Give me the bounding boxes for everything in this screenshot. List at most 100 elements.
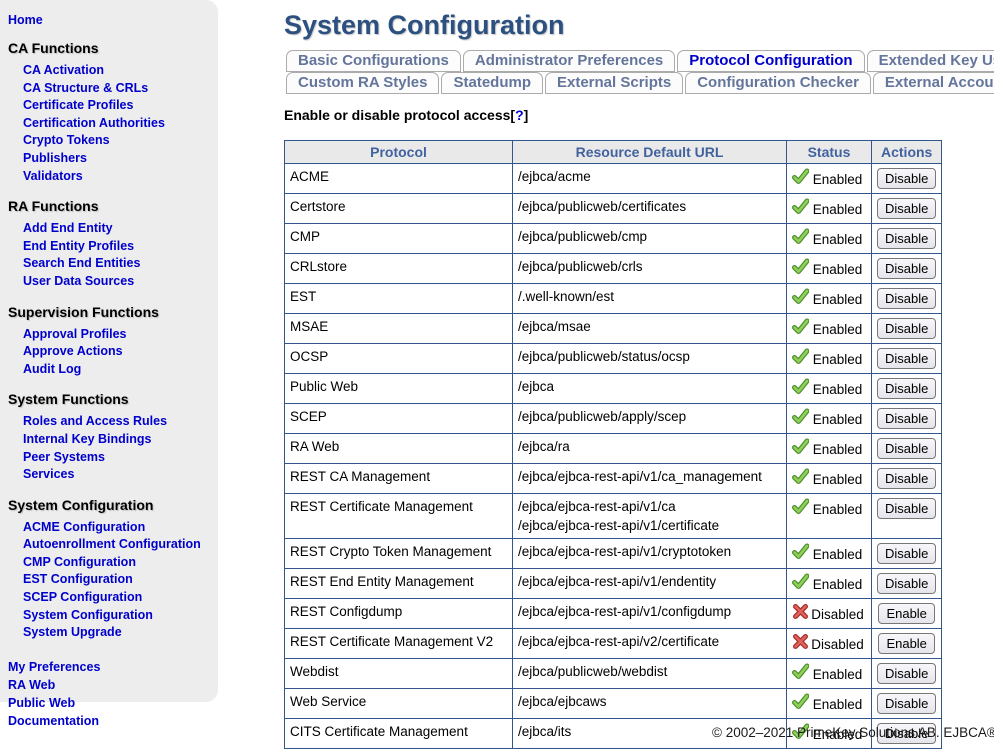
status-label: Enabled [812, 696, 863, 712]
status-cell: Enabled [786, 658, 872, 689]
resource-url-cell: /ejbca/ejbca-rest-api/v1/ca_management [512, 463, 787, 494]
help-link[interactable]: ? [515, 107, 524, 123]
enable-button[interactable]: Enable [878, 633, 935, 654]
sidebar-item-peer-systems[interactable]: Peer Systems [23, 449, 106, 464]
actions-cell: Disable [870, 163, 943, 194]
table-row: MSAE /ejbca/msae Enabled Disable [284, 313, 943, 344]
status-label: Enabled [812, 231, 863, 247]
sidebar-item-system-configuration[interactable]: System Configuration [23, 607, 153, 622]
tab-custom-ra-styles[interactable]: Custom RA Styles [286, 72, 440, 94]
status-label: Enabled [812, 351, 863, 367]
sidebar-item-ra-web[interactable]: RA Web [8, 677, 56, 692]
sidebar-item-internal-key-bindings[interactable]: Internal Key Bindings [23, 431, 152, 446]
status-icon-slot [792, 498, 810, 520]
enable-button[interactable]: Enable [878, 603, 935, 624]
resource-url: /ejbca/ejbca-rest-api/v1/ca [518, 499, 676, 514]
tab-extended-key-usages[interactable]: Extended Key Usages [866, 50, 994, 72]
status-cell: Enabled [786, 343, 872, 374]
status-label: Disabled [811, 606, 864, 622]
actions-cell: Enable [870, 598, 943, 629]
tab-configuration-checker[interactable]: Configuration Checker [685, 72, 871, 94]
sidebar-section-title: RA Functions [8, 198, 99, 215]
actions-cell: Disable [870, 658, 943, 689]
sidebar-item-documentation[interactable]: Documentation [8, 713, 99, 728]
sidebar-item-search-end-entities[interactable]: Search End Entities [23, 256, 141, 271]
disable-button[interactable]: Disable [877, 378, 937, 399]
disable-button[interactable]: Disable [877, 468, 937, 489]
tab-basic-configurations[interactable]: Basic Configurations [286, 50, 461, 72]
disable-button[interactable]: Disable [877, 228, 937, 249]
sidebar-item-services[interactable]: Services [23, 467, 75, 482]
status-cell: Enabled [786, 403, 872, 434]
status-label: Enabled [812, 501, 863, 517]
tab-administrator-preferences[interactable]: Administrator Preferences [462, 50, 676, 72]
disable-button[interactable]: Disable [877, 258, 937, 279]
status-cell: Disabled [786, 628, 872, 659]
sidebar-item-home[interactable]: Home [8, 13, 43, 27]
sidebar-item-ca-structure-crls[interactable]: CA Structure & CRLs [23, 80, 149, 95]
sidebar-item-ca-activation[interactable]: CA Activation [23, 63, 105, 77]
status-icon-slot [792, 633, 809, 655]
sidebar-section: CA Functions CA Activation CA Structure &… [8, 40, 210, 185]
disable-button[interactable]: Disable [877, 723, 937, 744]
status-icon-slot [792, 288, 810, 310]
sidebar-item-autoenrollment-configuration[interactable]: Autoenrollment Configuration [23, 537, 201, 552]
sidebar-item-user-data-sources[interactable]: User Data Sources [23, 273, 135, 288]
disable-button[interactable]: Disable [877, 543, 937, 564]
sidebar-item-system-upgrade[interactable]: System Upgrade [23, 625, 122, 640]
disable-button[interactable]: Disable [877, 318, 937, 339]
sidebar-section-items: CA Activation CA Structure & CRLs Certific… [23, 62, 210, 185]
resource-url: /ejbca/publicweb/apply/scep [518, 409, 687, 424]
column-header-protocol: Protocol [284, 140, 513, 164]
section-heading-text: Enable or disable protocol access [284, 107, 511, 123]
protocol-cell: REST Certificate Management [284, 493, 513, 539]
sidebar-item-scep-configuration[interactable]: SCEP Configuration [23, 590, 143, 605]
sidebar-item-certificate-profiles[interactable]: Certificate Profiles [23, 98, 134, 113]
enabled-check-icon [792, 228, 810, 244]
protocol-cell: REST Certificate Management V2 [284, 628, 513, 659]
sidebar-item-certification-authorities[interactable]: Certification Authorities [23, 115, 165, 130]
enabled-check-icon [792, 693, 810, 709]
status-label: Enabled [812, 261, 863, 277]
sidebar-item-audit-log[interactable]: Audit Log [23, 361, 82, 376]
actions-cell: Disable [870, 343, 943, 374]
disable-button[interactable]: Disable [877, 408, 937, 429]
disable-button[interactable]: Disable [877, 198, 937, 219]
sidebar-item-est-configuration[interactable]: EST Configuration [23, 572, 133, 587]
protocol-cell: CRLstore [284, 253, 513, 284]
table-row: CRLstore /ejbca/publicweb/crls Enabled D… [284, 253, 943, 284]
resource-url-cell: /ejbca/publicweb/webdist [512, 658, 787, 689]
status-cell: Enabled [786, 373, 872, 404]
status-cell: Disabled [786, 598, 872, 629]
sidebar-item-acme-configuration[interactable]: ACME Configuration [23, 519, 146, 534]
sidebar-item-crypto-tokens[interactable]: Crypto Tokens [23, 133, 110, 148]
tab-external-scripts[interactable]: External Scripts [545, 72, 684, 94]
sidebar-item-cmp-configuration[interactable]: CMP Configuration [23, 554, 136, 569]
disable-button[interactable]: Disable [877, 288, 937, 309]
sidebar-item-public-web[interactable]: Public Web [8, 695, 76, 710]
sidebar-item-publishers[interactable]: Publishers [23, 150, 87, 165]
sidebar-item-approval-profiles[interactable]: Approval Profiles [23, 326, 127, 341]
table-row: CMP /ejbca/publicweb/cmp Enabled Disable [284, 223, 943, 254]
disable-button[interactable]: Disable [877, 663, 937, 684]
sidebar-item-end-entity-profiles[interactable]: End Entity Profiles [23, 238, 135, 253]
sidebar-item-add-end-entity[interactable]: Add End Entity [23, 221, 113, 236]
status-cell: Enabled [786, 493, 872, 539]
sidebar-item-my-preferences[interactable]: My Preferences [8, 659, 101, 674]
tab-statedump[interactable]: Statedump [441, 72, 543, 94]
disable-button[interactable]: Disable [877, 348, 937, 369]
status-cell: Enabled [786, 193, 872, 224]
sidebar-item-validators[interactable]: Validators [23, 168, 83, 183]
disable-button[interactable]: Disable [877, 573, 937, 594]
disable-button[interactable]: Disable [877, 498, 937, 519]
disable-button[interactable]: Disable [877, 693, 937, 714]
sidebar-item-roles-and-access-rules[interactable]: Roles and Access Rules [23, 414, 168, 429]
protocol-cell: REST Crypto Token Management [284, 538, 513, 569]
tab-external-account-bindings[interactable]: External Account Bindings [872, 72, 994, 94]
resource-url-cell: /ejbca/ejbca-rest-api/v1/cryptotoken [512, 538, 787, 569]
disable-button[interactable]: Disable [877, 438, 937, 459]
disable-button[interactable]: Disable [877, 168, 937, 189]
sidebar-item-approve-actions[interactable]: Approve Actions [23, 344, 123, 359]
tab-protocol-configuration[interactable]: Protocol Configuration [677, 50, 865, 72]
status-label: Enabled [812, 546, 863, 562]
